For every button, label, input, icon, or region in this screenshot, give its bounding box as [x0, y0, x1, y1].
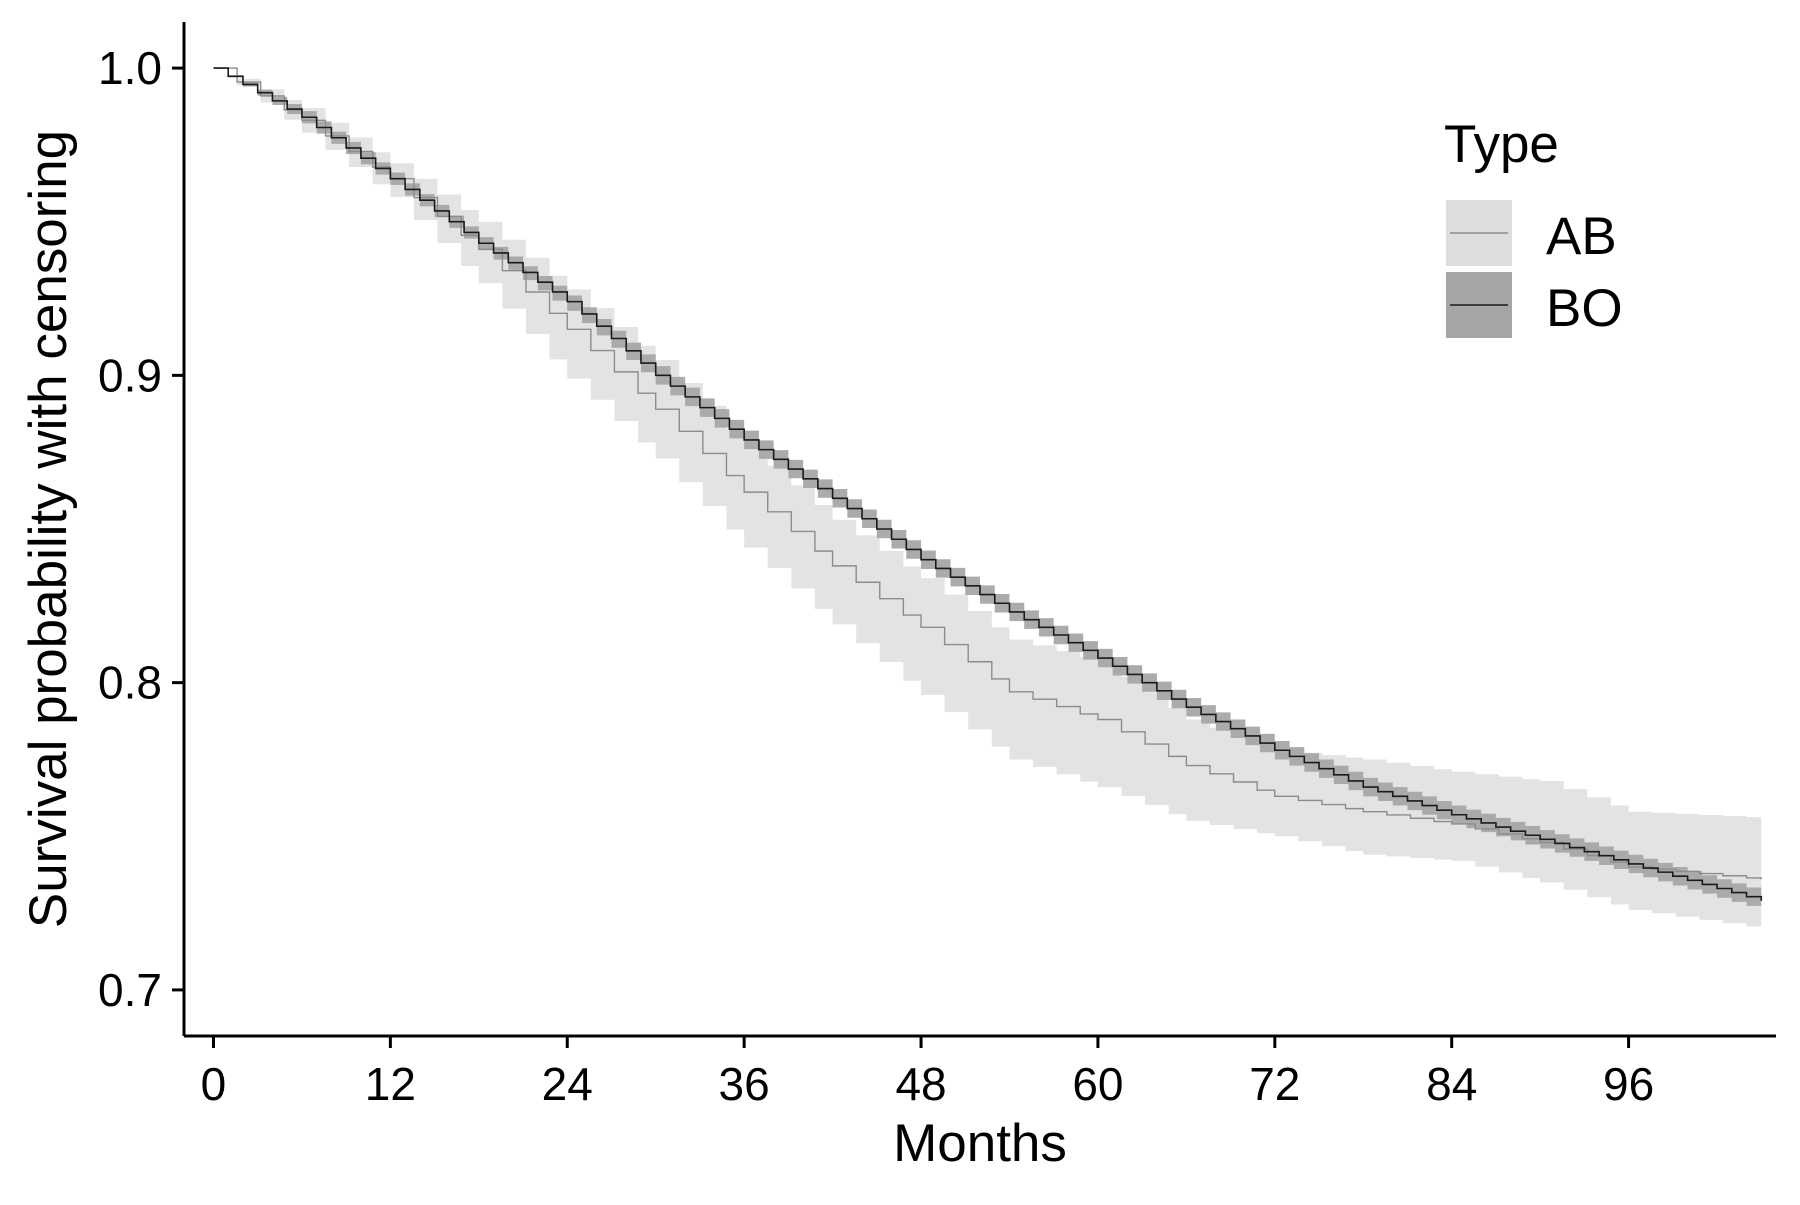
x-tick-label: 48 — [895, 1058, 946, 1110]
x-tick-label: 72 — [1249, 1058, 1300, 1110]
y-tick-label: 0.8 — [98, 657, 162, 709]
survival-lines — [213, 67, 1763, 901]
x-axis-ticks: 0 12 24 36 48 60 72 84 96 — [201, 1036, 1654, 1110]
legend-title: Type — [1444, 115, 1559, 174]
x-tick-label: 36 — [719, 1058, 770, 1110]
legend-label-ab: AB — [1546, 207, 1617, 266]
x-tick-label: 12 — [365, 1058, 416, 1110]
x-axis-title: Months — [893, 1114, 1067, 1173]
y-axis-ticks: 0.7 0.8 0.9 1.0 — [98, 42, 184, 1016]
x-tick-label: 60 — [1072, 1058, 1123, 1110]
confidence-bands — [213, 68, 1762, 929]
survival-line-bo — [213, 67, 1763, 901]
legend-label-bo: BO — [1546, 279, 1623, 338]
y-tick-label: 0.9 — [98, 349, 162, 401]
legend: Type AB BO — [1444, 115, 1623, 338]
x-tick-label: 96 — [1603, 1058, 1654, 1110]
x-tick-label: 84 — [1426, 1058, 1477, 1110]
x-tick-label: 24 — [542, 1058, 593, 1110]
y-axis-title: Survival probability with censoring — [19, 130, 78, 928]
y-tick-label: 0.7 — [98, 964, 162, 1016]
axes — [182, 22, 1776, 1038]
y-tick-label: 1.0 — [98, 42, 162, 94]
x-tick-label: 0 — [201, 1058, 227, 1110]
confidence-band-bo — [213, 68, 1762, 911]
